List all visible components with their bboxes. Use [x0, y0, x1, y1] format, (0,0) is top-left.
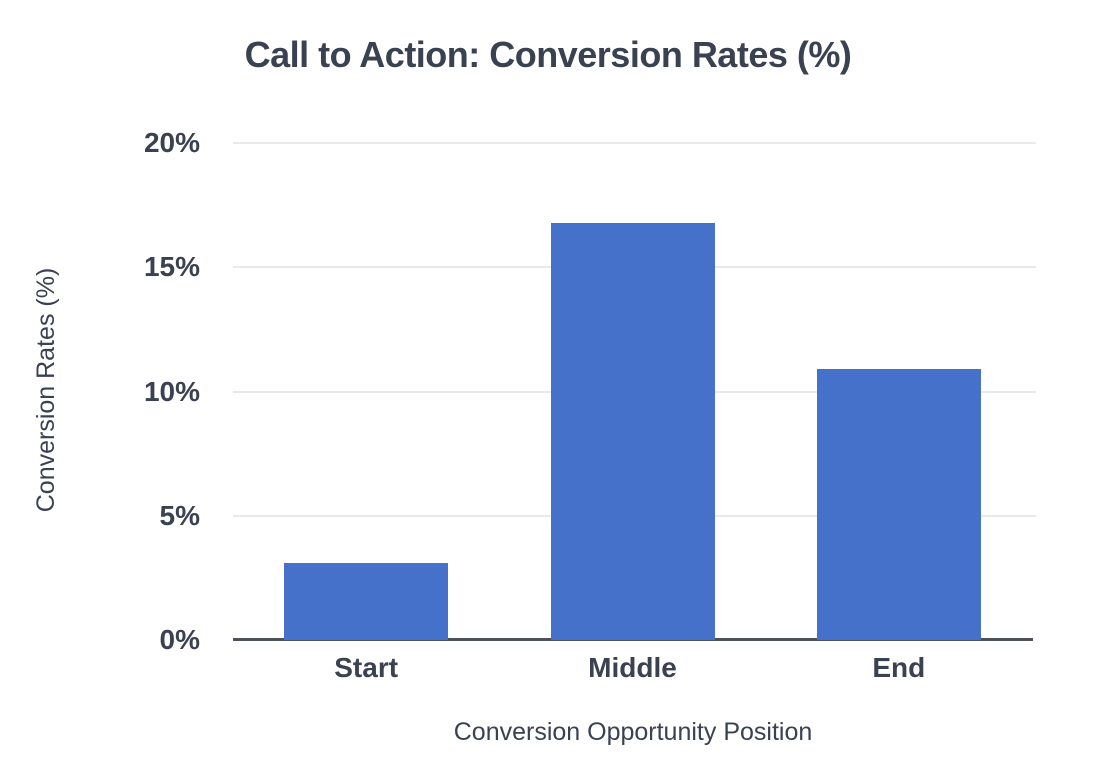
y-tick-label-20%: 20%	[143, 127, 200, 158]
x-axis-title: Conversion Opportunity Position	[453, 718, 813, 746]
bar-middle	[550, 222, 715, 640]
y-tick-label-0%: 0%	[159, 624, 200, 655]
y-tick-label-10%: 10%	[143, 375, 200, 407]
x-tick-label-end: End	[872, 652, 926, 683]
y-tick-label-5%: 5%	[159, 499, 200, 531]
gridline-20%	[233, 142, 1036, 144]
bar-end	[816, 369, 981, 640]
bar-start	[284, 562, 449, 640]
x-tick-label-start: Start	[334, 652, 399, 683]
chart-title: Call to Action: Conversion Rates (%)	[244, 34, 852, 75]
y-tick-label-15%: 15%	[143, 251, 200, 283]
x-tick-label-middle: Middle	[588, 652, 677, 683]
